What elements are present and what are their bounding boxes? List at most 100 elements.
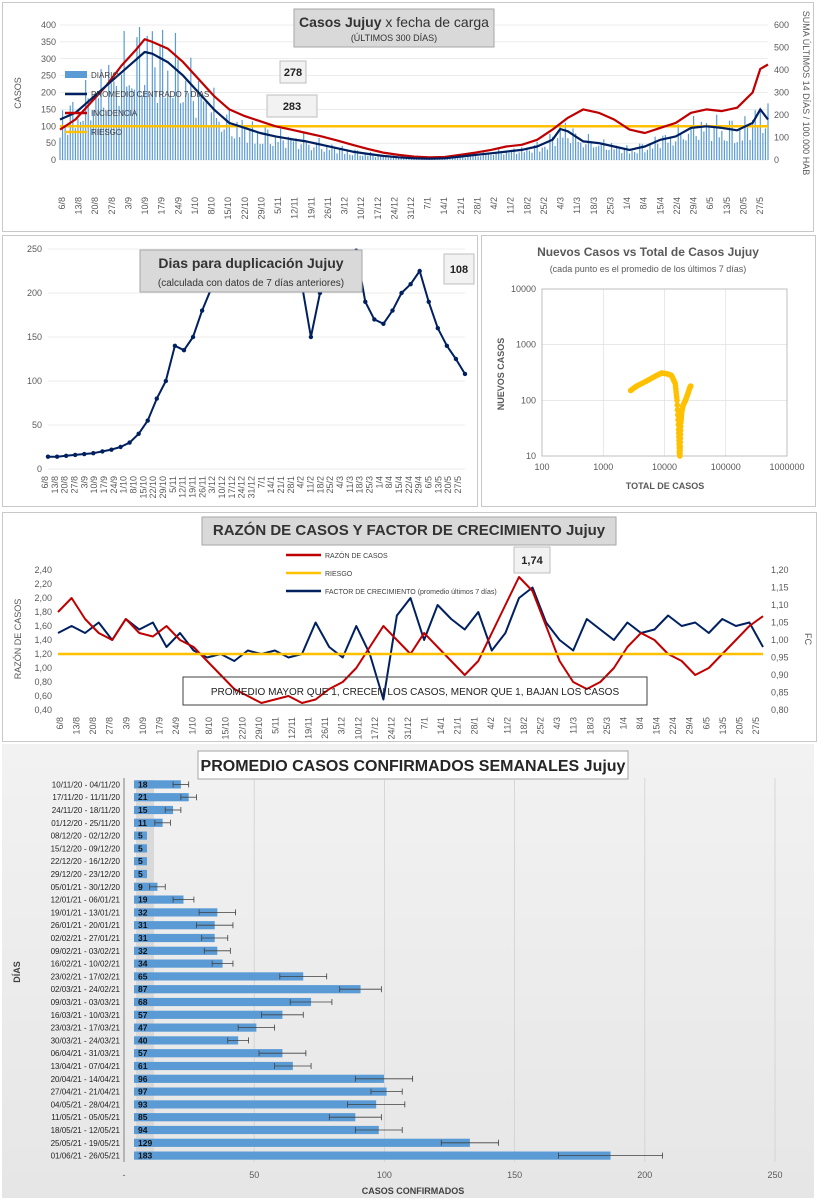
bar-value-label: 21 (138, 792, 148, 802)
diario-bar (718, 137, 720, 160)
semanales-title-box (197, 750, 629, 780)
category-label: 19/01/21 - 13/01/21 (51, 908, 121, 917)
casos-x-tick-label: 21/1 (456, 197, 466, 215)
casos-x-tick-label: 15/10 (223, 197, 233, 220)
y-tick-label: 10 (526, 451, 536, 461)
duplicacion-title: Dias para duplicación Jujuy (158, 255, 343, 271)
diario-bar (577, 141, 579, 160)
diario-bar (557, 138, 559, 160)
y2-tick-label: 200 (774, 110, 789, 120)
diario-bar (205, 101, 207, 160)
bar-value-label: 5 (138, 869, 143, 879)
diario-bar (169, 95, 171, 160)
diario-bar (272, 145, 274, 160)
razon-x-tick-label: 6/8 (55, 717, 65, 730)
duplicacion-point (417, 268, 422, 274)
weekly-bar (134, 1138, 470, 1147)
weekly-bar (134, 1100, 377, 1109)
y-tick-label: 350 (41, 37, 56, 47)
diario-bar (595, 146, 597, 160)
category-label: 22/12/20 - 16/12/20 (51, 857, 121, 866)
razon-x-tick-label: 10/9 (138, 717, 148, 735)
diario-bar (400, 158, 402, 160)
duplicacion-x-tick-label: 25/3 (365, 476, 375, 494)
diario-bar (282, 140, 284, 160)
diario-bar (505, 152, 507, 160)
diario-bar (164, 98, 166, 160)
diario-bar (618, 148, 620, 160)
diario-bar (305, 142, 307, 160)
diario-bar (113, 81, 115, 160)
category-label: 09/02/21 - 03/02/21 (51, 947, 121, 956)
diario-bar (767, 103, 769, 160)
diario-bar (508, 152, 510, 160)
duplicacion-point (462, 371, 468, 377)
duplicacion-point (363, 299, 368, 304)
bar-value-label: 19 (138, 895, 148, 905)
razon-x-tick-label: 14/1 (436, 717, 446, 735)
diario-bar (233, 138, 236, 160)
bar-value-label: 129 (138, 1138, 152, 1148)
casos-x-tick-label: 22/4 (672, 197, 682, 215)
diario-bar (503, 154, 505, 160)
diario-bar (539, 151, 541, 160)
diario-bar (741, 140, 743, 160)
bar-value-label: 5 (138, 831, 143, 841)
diario-bar (410, 158, 413, 160)
weekly-bar (134, 933, 215, 943)
duplicacion-x-tick-label: 31/12 (247, 476, 257, 499)
diario-bar (344, 153, 346, 160)
bar-value-label: 87 (138, 984, 148, 994)
y-tick-label: 0,60 (34, 691, 52, 701)
diario-bar (362, 155, 364, 160)
razon-x-tick-label: 5/11 (270, 717, 280, 734)
diario-bar (752, 119, 754, 160)
diario-bar (572, 128, 574, 160)
diario-bar (321, 149, 323, 160)
weekly-bar (134, 831, 148, 840)
razon-x-tick-label: 1/10 (188, 717, 198, 735)
casos-x-tick-label: 12/11 (290, 197, 300, 219)
diario-bar (616, 145, 618, 160)
razon-chart-panel: 0,40 0,60 0,80 1,00 1,20 1,40 1,60 1,80 2,00 2,20… (2, 512, 817, 742)
duplicacion-point (390, 308, 395, 313)
diario-bar (59, 137, 61, 160)
duplicacion-point (145, 418, 150, 423)
diario-bar (326, 145, 328, 160)
y-tick-label: 100 (41, 121, 56, 131)
x-tick-label: 100 (377, 1170, 392, 1180)
diario-bar (82, 120, 84, 160)
razon-x-tick-label: 8/10 (204, 717, 214, 735)
duplicacion-point (399, 290, 404, 296)
diario-bar (551, 136, 554, 160)
diario-bar (585, 144, 587, 160)
diario-bar (74, 128, 76, 160)
diario-bar (290, 137, 292, 160)
casos-title: Casos Jujuy x fecha de carga (299, 14, 489, 30)
nuevos-vs-total-chart-panel: 100 1000 10000 100000 1000000 10 100 1000 10000 N… (481, 235, 816, 507)
bar-value-label: 31 (138, 933, 148, 943)
diario-bar (580, 142, 582, 160)
diario-bar (377, 155, 379, 160)
annotation-283-box (266, 94, 318, 118)
diario-bar (703, 131, 705, 160)
diario-bar (146, 35, 148, 160)
diario-bar (559, 126, 561, 160)
razon-x-tick-label: 6/5 (701, 717, 711, 730)
razon-x-tick-label: 13/8 (72, 717, 82, 735)
diario-bar (131, 88, 133, 160)
y-tick-label: 2,40 (34, 565, 52, 575)
casos-x-tick-label: 27/8 (107, 197, 117, 215)
duplicacion-x-tick-label: 3/12 (207, 476, 217, 494)
casos-chart: 0 50 100 150 200 250 300 350 400 0 100 200 300 400 500… (13, 8, 811, 220)
diario-bar (654, 136, 656, 160)
diario-bar (95, 96, 97, 160)
nuevos-vs-total-chart: 100 1000 10000 100000 100000010100100010000N… (496, 245, 805, 491)
x-axis-label: CASOS CONFIRMADOS (362, 1186, 465, 1196)
diario-bar (631, 150, 633, 160)
y-tick-label: 0,40 (34, 705, 52, 715)
scatter-point (674, 402, 681, 408)
annotation-174: 1,74 (521, 555, 543, 567)
y2-axis-label: FC (803, 633, 813, 645)
duplicacion-x-tick-label: 4/3 (335, 476, 345, 489)
